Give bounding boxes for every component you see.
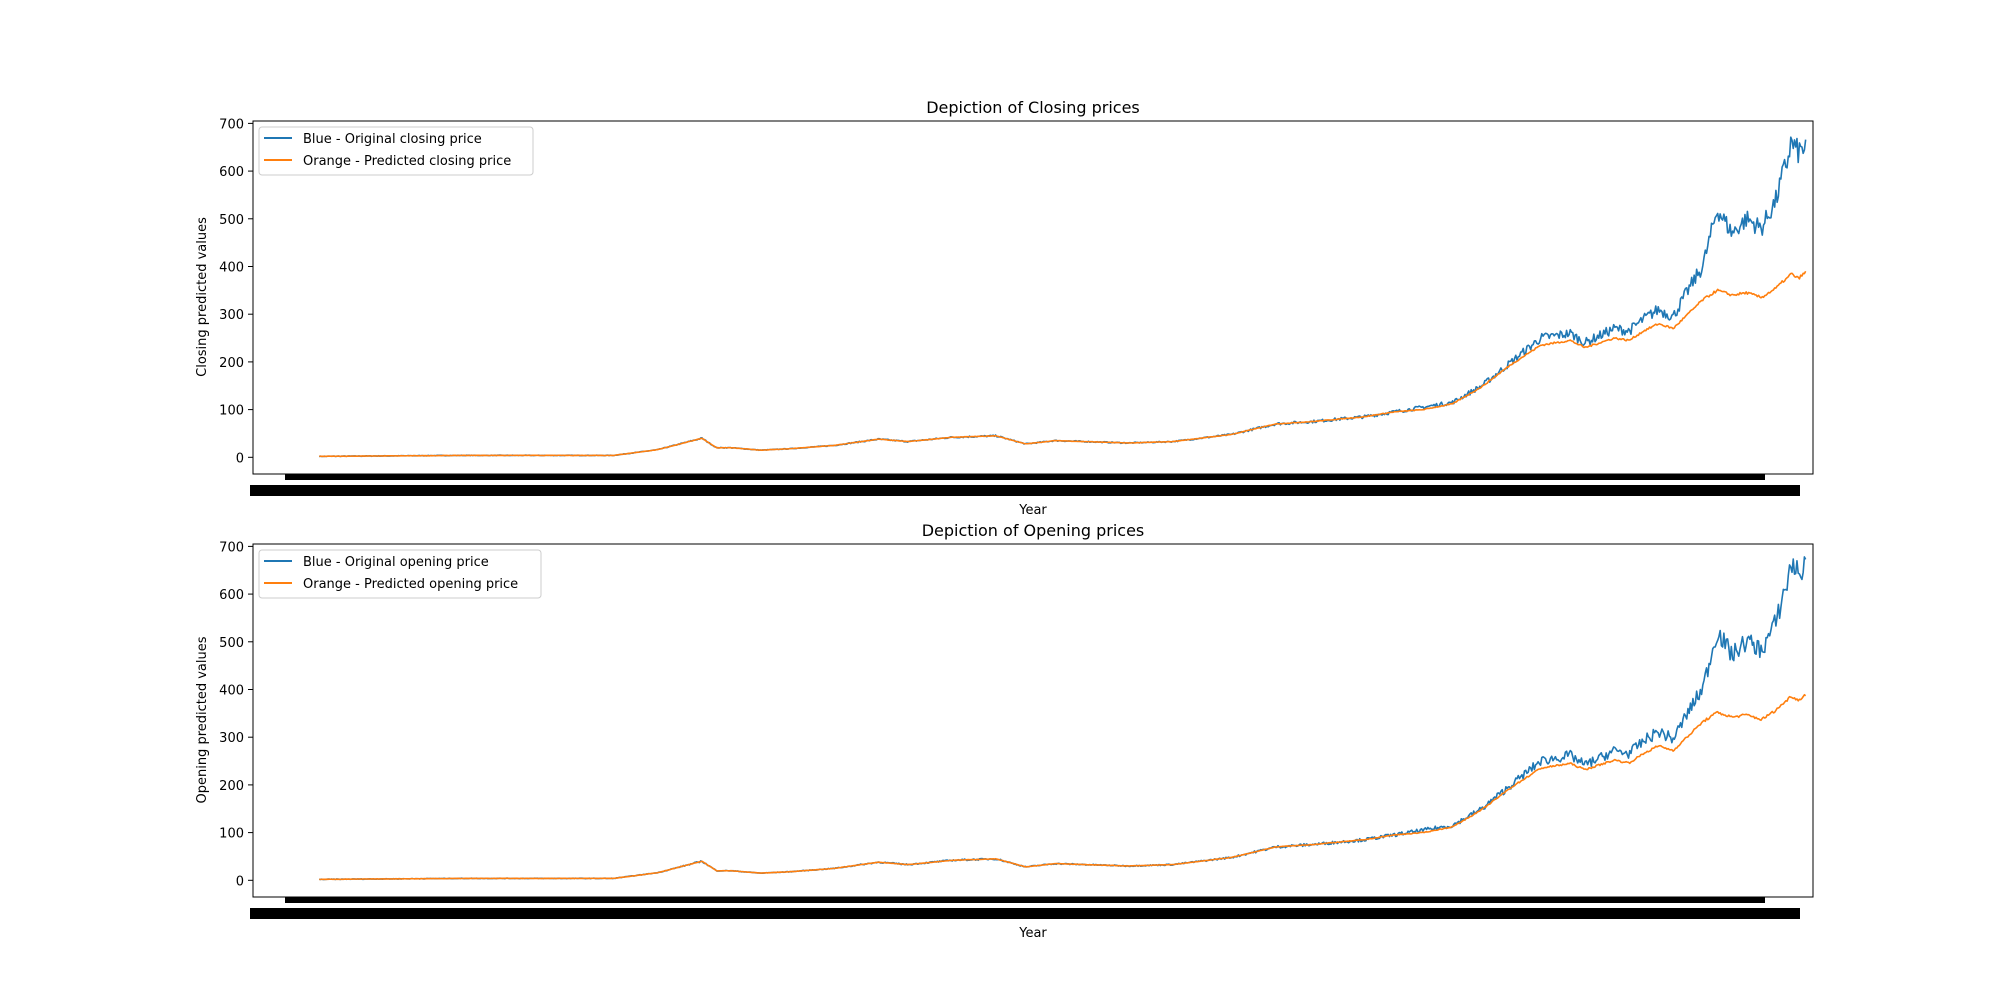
series-line-predicted: [319, 693, 1807, 881]
y-tick-label: 500: [219, 636, 244, 651]
x-tick-labels: [250, 908, 1800, 919]
legend-box: [258, 549, 542, 599]
x-tick-marks: [285, 474, 1765, 480]
chart-title: Depiction of Closing prices: [926, 98, 1140, 117]
y-tick-label: 200: [219, 779, 244, 794]
chart-title: Depiction of Opening prices: [922, 521, 1145, 540]
y-tick-label: 400: [219, 683, 244, 698]
y-tick-label: 400: [219, 260, 244, 275]
y-tick-label: 100: [219, 404, 244, 419]
y-tick-label: 500: [219, 213, 244, 228]
y-tick-label: 600: [219, 165, 244, 180]
legend: Blue - Original opening price Orange - P…: [258, 549, 542, 599]
y-axis-label: Closing predicted values: [195, 217, 210, 377]
legend: Blue - Original closing price Orange - P…: [258, 126, 534, 176]
plot-frame: [252, 120, 1814, 475]
x-axis-label: Year: [1018, 926, 1047, 941]
y-ticks: 0 100 200 300 400 500 600 700: [219, 117, 253, 466]
series-line-predicted: [319, 270, 1807, 458]
opening-price-subplot: Depiction of Opening prices Opening pred…: [195, 521, 1814, 941]
legend-label-original: Blue - Original closing price: [303, 132, 482, 147]
y-tick-label: 300: [219, 308, 244, 323]
y-axis-label: Opening predicted values: [195, 636, 210, 803]
plot-frame: [252, 543, 1814, 898]
y-tick-label: 0: [236, 874, 244, 889]
y-tick-label: 0: [236, 451, 244, 466]
x-tick-marks: [285, 897, 1765, 903]
y-tick-label: 200: [219, 356, 244, 371]
y-tick-label: 300: [219, 731, 244, 746]
x-ticks: [250, 897, 1800, 919]
x-tick-labels: [250, 485, 1800, 496]
y-ticks: 0 100 200 300 400 500 600 700: [219, 540, 253, 889]
closing-price-subplot: Depiction of Closing prices Closing pred…: [195, 98, 1814, 518]
legend-label-original: Blue - Original opening price: [303, 555, 489, 570]
legend-label-predicted: Orange - Predicted closing price: [303, 154, 511, 169]
x-ticks: [250, 474, 1800, 496]
legend-label-predicted: Orange - Predicted opening price: [303, 577, 518, 592]
y-tick-label: 700: [219, 117, 244, 132]
y-tick-label: 100: [219, 827, 244, 842]
line-series-group: [318, 136, 1807, 458]
x-axis-label: Year: [1018, 503, 1047, 518]
legend-box: [258, 126, 534, 176]
y-tick-label: 600: [219, 588, 244, 603]
line-series-group: [319, 556, 1807, 881]
y-tick-label: 700: [219, 540, 244, 555]
